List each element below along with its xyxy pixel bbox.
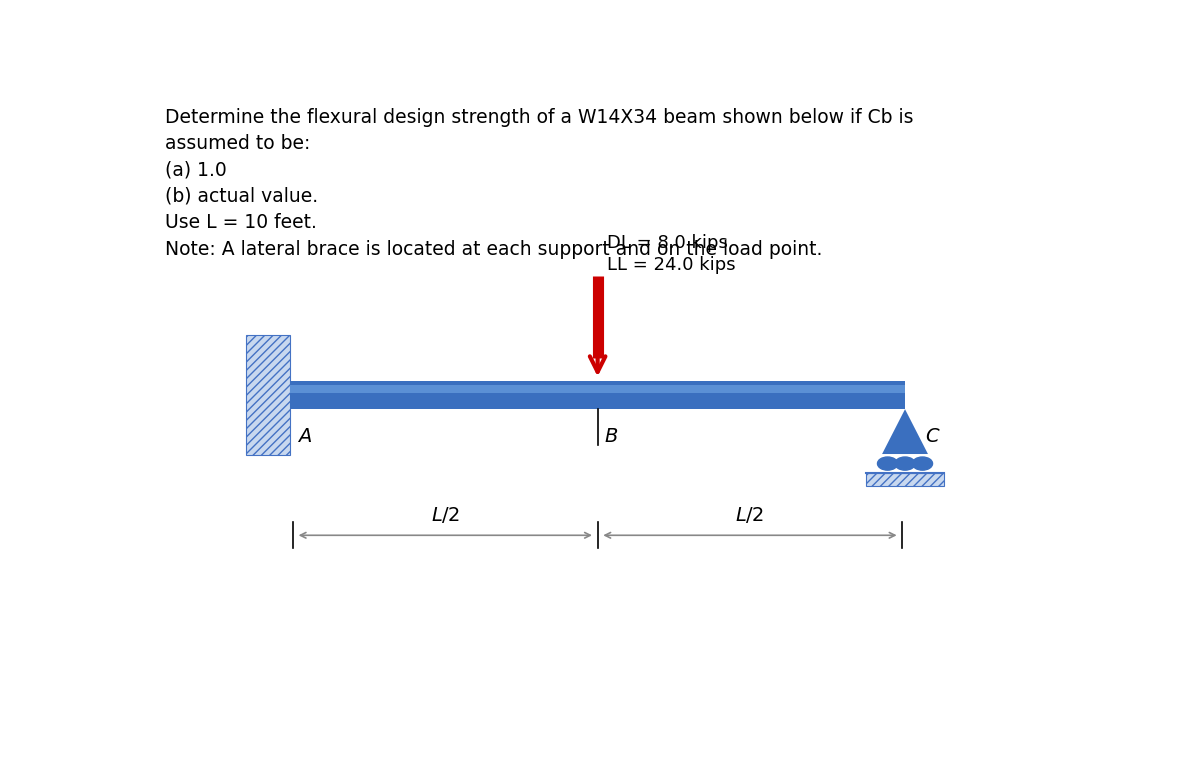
Text: $L/2$: $L/2$ — [735, 504, 765, 525]
Text: C: C — [925, 427, 939, 446]
Bar — [866, 473, 944, 486]
Text: (b) actual value.: (b) actual value. — [165, 187, 317, 206]
Circle shape — [877, 457, 897, 470]
Bar — [246, 335, 290, 455]
Text: Determine the flexural design strength of a W14X34 beam shown below if Cb is: Determine the flexural design strength o… — [165, 108, 913, 127]
Text: LL = 24.0 kips: LL = 24.0 kips — [607, 256, 735, 274]
Circle shape — [913, 457, 933, 470]
Text: A: A — [297, 427, 311, 446]
Bar — [290, 385, 905, 393]
Text: Use L = 10 feet.: Use L = 10 feet. — [165, 213, 316, 232]
Text: B: B — [605, 427, 618, 446]
Text: assumed to be:: assumed to be: — [165, 134, 310, 154]
Text: DL = 8.0 kips: DL = 8.0 kips — [607, 234, 728, 252]
Bar — [290, 380, 905, 409]
Polygon shape — [882, 409, 928, 454]
Text: (a) 1.0: (a) 1.0 — [165, 161, 226, 179]
Circle shape — [895, 457, 915, 470]
Text: $L/2$: $L/2$ — [431, 504, 459, 525]
Text: Note: A lateral brace is located at each support and on the load point.: Note: A lateral brace is located at each… — [165, 240, 822, 258]
